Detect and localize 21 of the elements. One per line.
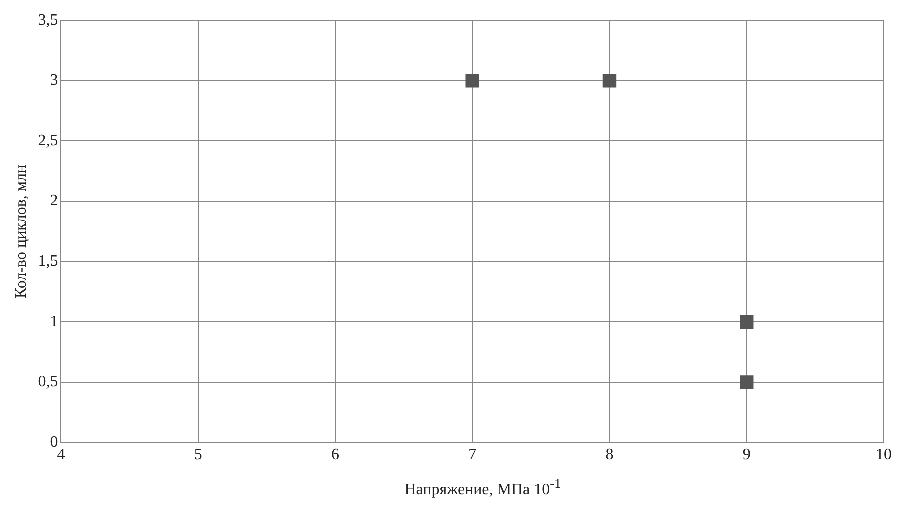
y-tick-label: 1 — [50, 313, 58, 330]
x-axis-title: Напряжение, МПа 10$^{-1}$ — [404, 476, 562, 500]
x-tick-label: 5 — [194, 446, 202, 464]
y-tick-label: 3,5 — [38, 12, 58, 29]
point — [602, 74, 617, 88]
x-tick-label: 6 — [331, 446, 340, 464]
x-tick-label: 4 — [57, 446, 66, 464]
y-tick-label: 2,5 — [38, 132, 58, 150]
point — [740, 315, 754, 330]
x-tick-label: 7 — [468, 446, 477, 464]
y-tick-label: 2 — [50, 192, 58, 210]
y-tick-label: 0,5 — [38, 374, 58, 391]
y-tick-label: 1,5 — [38, 253, 58, 270]
point — [466, 74, 480, 88]
x-tick-label: 8 — [606, 446, 614, 464]
y-axis-title: Кол-во циклов, млн — [12, 164, 30, 298]
point — [740, 376, 754, 390]
y-tick-label: 0 — [50, 434, 58, 452]
x-tick-label: 10 — [876, 446, 892, 464]
y-tick-label: 3 — [50, 72, 58, 90]
x-tick-label: 9 — [742, 446, 751, 464]
